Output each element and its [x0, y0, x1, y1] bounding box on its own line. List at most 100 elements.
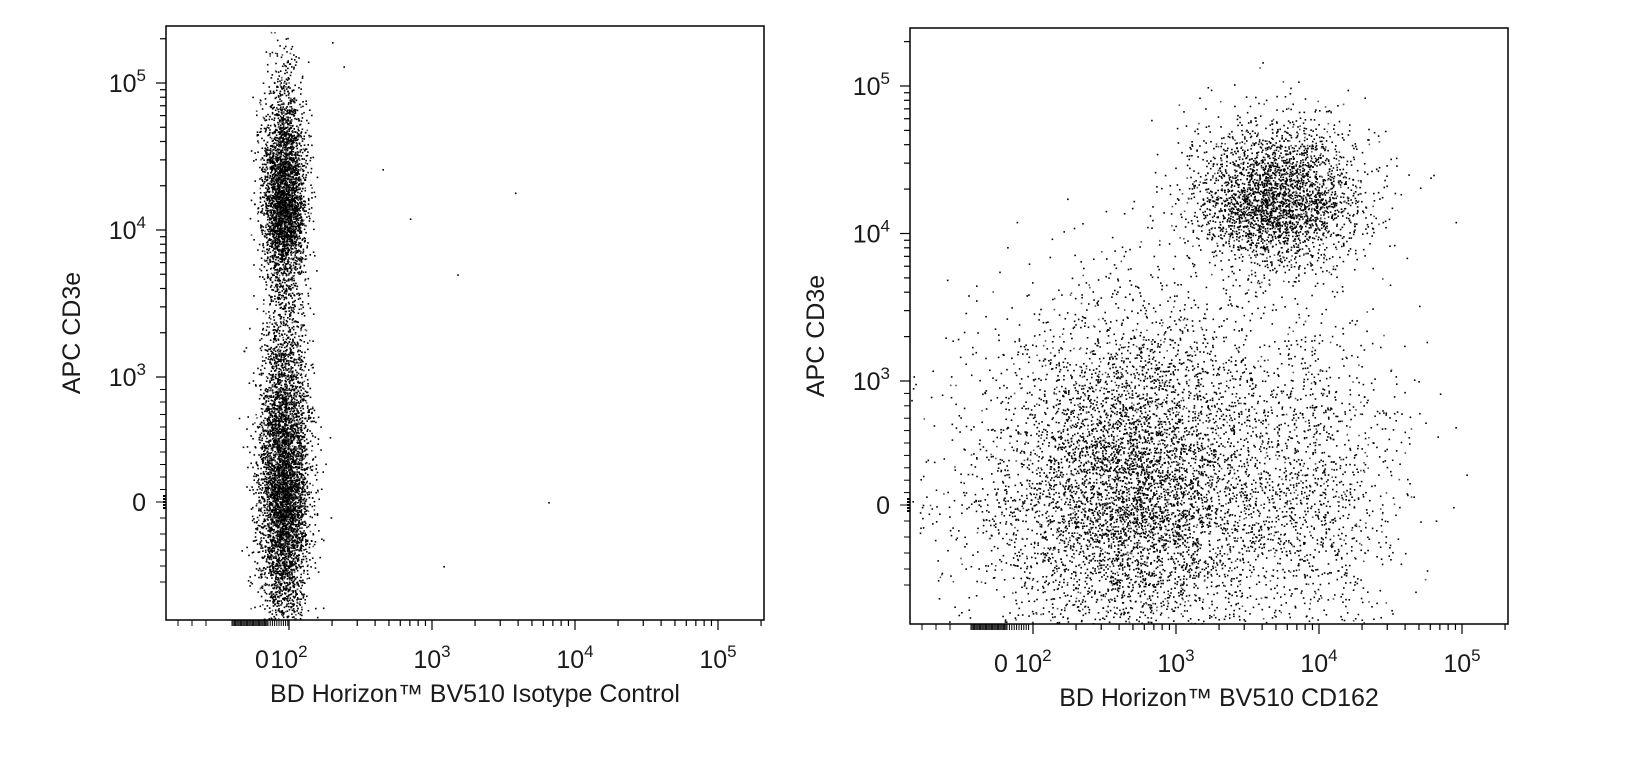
event-dot: [301, 606, 303, 609]
event-dot: [276, 533, 279, 536]
event-dot: [276, 367, 278, 370]
event-dot: [269, 209, 272, 211]
event-dot: [279, 144, 282, 146]
event-dot: [274, 226, 276, 229]
event-dot: [293, 266, 295, 269]
event-dot: [257, 220, 260, 222]
event-dot: [294, 231, 296, 234]
event-dot: [265, 202, 267, 205]
event-dot: [260, 211, 262, 214]
event-dot: [281, 243, 284, 246]
event-dot: [266, 541, 268, 544]
event-dot: [271, 51, 274, 54]
event-dot: [283, 260, 285, 262]
event-dot: [279, 45, 281, 47]
event-dot: [283, 112, 285, 114]
event-dot: [305, 210, 307, 212]
event-dot: [285, 290, 288, 293]
event-dot: [285, 210, 287, 213]
event-dot: [294, 204, 297, 206]
event-dot: [280, 149, 283, 152]
event-dot: [289, 485, 291, 488]
event-dot: [298, 119, 300, 121]
event-dot: [274, 136, 276, 139]
event-dot: [278, 75, 281, 77]
event-dot: [255, 110, 258, 112]
event-dot: [286, 199, 288, 202]
event-dot: [274, 540, 277, 542]
event-dot: [283, 171, 286, 174]
event-dot: [294, 64, 297, 66]
event-dot: [278, 148, 281, 151]
event-dot: [277, 208, 279, 211]
event-dot: [292, 110, 295, 112]
event-dot: [282, 251, 284, 254]
event-dot: [284, 133, 286, 135]
event-dot: [296, 185, 299, 188]
event-dot: [303, 593, 305, 596]
event-dot: [294, 520, 297, 523]
event-dot: [290, 113, 293, 116]
event-dot: [271, 162, 274, 164]
event-dot: [288, 152, 290, 155]
event-dot: [280, 185, 282, 187]
event-dot: [289, 258, 291, 260]
event-dot: [261, 446, 264, 449]
event-dot: [276, 283, 279, 286]
event-dot: [293, 277, 295, 280]
event-dot: [288, 201, 290, 204]
event-dot: [263, 556, 265, 559]
event-dot: [282, 106, 284, 108]
event-dot: [282, 137, 284, 139]
event-dot: [288, 153, 291, 156]
event-dot: [305, 103, 308, 105]
event-dot: [291, 171, 293, 174]
event-dot: [284, 228, 286, 230]
event-dot: [287, 197, 289, 200]
event-dot: [302, 238, 304, 240]
event-dot: [281, 54, 284, 56]
event-dot: [300, 576, 302, 579]
event-dot: [291, 192, 293, 194]
event-dot: [312, 458, 315, 460]
event-dot: [284, 109, 287, 111]
event-dot: [281, 469, 283, 472]
event-dot: [295, 185, 298, 187]
event-dot: [293, 304, 296, 306]
event-dot: [278, 239, 280, 241]
event-dot: [285, 226, 288, 229]
event-dot: [279, 211, 282, 214]
event-dot: [279, 156, 281, 159]
event-dot: [316, 513, 319, 515]
event-dot: [272, 235, 275, 237]
event-dot: [280, 136, 283, 139]
event-dot: [307, 303, 310, 305]
event-dot: [310, 135, 312, 138]
event-dot: [288, 155, 290, 157]
event-dot: [300, 222, 302, 224]
event-dot: [303, 388, 305, 390]
event-dot: [281, 290, 283, 292]
event-dot: [295, 156, 297, 159]
event-dot: [287, 37, 289, 40]
event-dot: [288, 294, 290, 296]
event-dot: [281, 173, 284, 175]
event-dot: [271, 104, 274, 106]
event-dot: [271, 216, 274, 219]
event-dot: [275, 62, 277, 65]
event-dot: [281, 87, 283, 89]
event-dot: [281, 281, 284, 284]
event-dot: [270, 150, 272, 153]
event-dot: [273, 234, 276, 236]
event-dot: [297, 453, 299, 455]
event-dot: [290, 235, 293, 237]
event-dot: [274, 263, 277, 265]
event-dot: [301, 301, 304, 303]
event-dot: [287, 274, 290, 276]
event-dot: [276, 139, 278, 142]
event-dot: [281, 127, 283, 129]
event-dot: [270, 214, 272, 216]
event-dot: [286, 218, 288, 221]
event-dot: [279, 162, 281, 165]
event-dot: [304, 213, 306, 215]
